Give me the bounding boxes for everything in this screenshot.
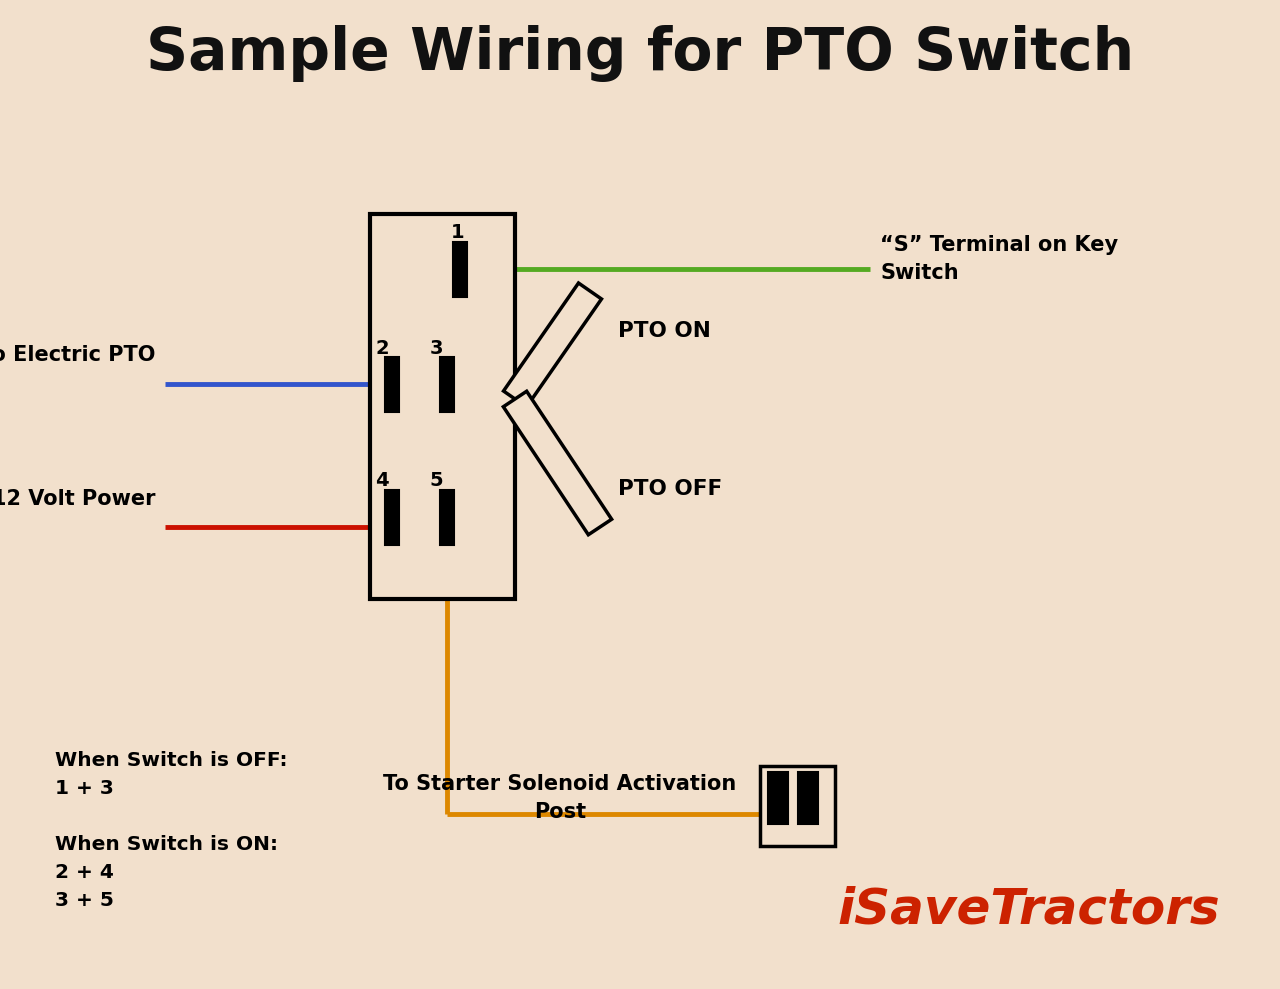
Bar bbox=[385, 356, 399, 411]
Text: Sample Wiring for PTO Switch: Sample Wiring for PTO Switch bbox=[146, 26, 1134, 82]
Text: 3: 3 bbox=[429, 338, 443, 357]
Polygon shape bbox=[503, 283, 602, 407]
Text: 4: 4 bbox=[375, 472, 389, 491]
Text: PTO ON: PTO ON bbox=[618, 321, 710, 341]
Bar bbox=[440, 356, 454, 411]
Text: 2 + 4: 2 + 4 bbox=[55, 863, 114, 882]
Bar bbox=[385, 490, 399, 545]
Text: To Starter Solenoid Activation
Post: To Starter Solenoid Activation Post bbox=[384, 774, 736, 822]
Bar bbox=[797, 772, 818, 824]
Bar bbox=[760, 766, 835, 846]
Text: “S” Terminal on Key
Switch: “S” Terminal on Key Switch bbox=[881, 235, 1119, 283]
Text: When Switch is OFF:: When Switch is OFF: bbox=[55, 751, 288, 770]
Bar bbox=[453, 241, 467, 297]
Text: PTO OFF: PTO OFF bbox=[618, 479, 722, 499]
Text: 2: 2 bbox=[375, 338, 389, 357]
Bar bbox=[768, 772, 788, 824]
Bar bbox=[440, 490, 454, 545]
Text: To Electric PTO: To Electric PTO bbox=[0, 345, 155, 365]
Text: When Switch is ON:: When Switch is ON: bbox=[55, 835, 278, 854]
Text: iSaveTractors: iSaveTractors bbox=[837, 886, 1220, 934]
Text: 1: 1 bbox=[451, 223, 465, 241]
Text: 3 + 5: 3 + 5 bbox=[55, 891, 114, 910]
Text: 1 + 3: 1 + 3 bbox=[55, 779, 114, 798]
Text: 12 Volt Power: 12 Volt Power bbox=[0, 489, 155, 509]
Text: 5: 5 bbox=[429, 472, 443, 491]
Polygon shape bbox=[503, 392, 612, 535]
Bar bbox=[370, 214, 515, 599]
